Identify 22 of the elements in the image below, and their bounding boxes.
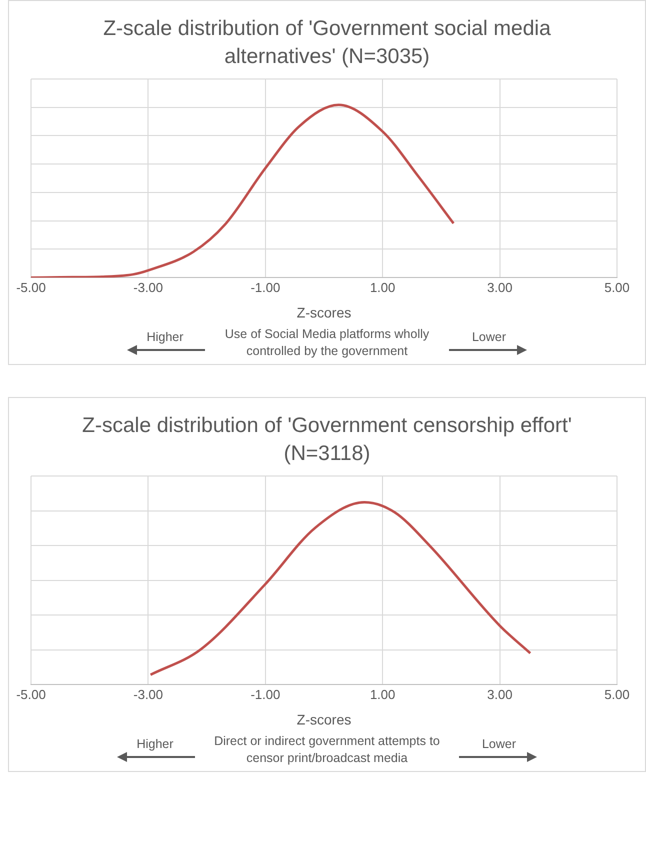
chart-title: Z-scale distribution of 'Government social media alternatives' (N=3035) [102,16,552,70]
x-axis-title: Z-scores [296,711,352,728]
x-tick-label: 3.00 [487,686,512,702]
text: Lower [472,330,506,344]
text: Lower [482,737,516,751]
x-tick-label: -5.00 [16,686,46,702]
x-tick-label: -3.00 [133,280,164,295]
x-tick-label: 5.00 [604,280,630,295]
x-tick-label: -1.00 [250,686,280,702]
x-tick-label: 1.00 [370,280,396,295]
x-tick-label: 1.00 [370,686,396,702]
text: Use of Social Media platforms wholly controlled by the government [224,326,430,360]
x-tick-label: -1.00 [250,280,280,295]
x-tick-label: 5.00 [604,686,630,702]
chart-title: Z-scale distribution of 'Government censorship effort' (N=3118) [81,413,573,467]
text: Higher [136,737,174,751]
text: Higher [146,330,184,344]
x-axis-title: Z-scores [296,304,352,320]
text: Direct or indirect government attempts to censor print/broadcast media [213,733,441,767]
x-tick-label: 3.00 [487,280,512,295]
x-tick-label: -5.00 [16,280,46,295]
x-tick-label: -3.00 [133,686,164,702]
